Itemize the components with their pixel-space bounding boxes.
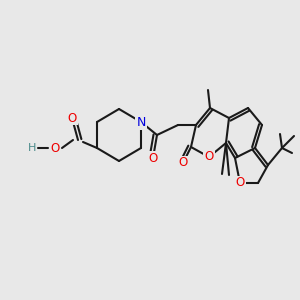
Text: O: O: [50, 142, 60, 154]
Text: O: O: [236, 176, 244, 190]
Text: O: O: [68, 112, 76, 124]
Text: O: O: [148, 152, 158, 164]
Text: O: O: [204, 151, 214, 164]
Text: N: N: [136, 116, 146, 128]
Text: H: H: [28, 143, 36, 153]
Text: O: O: [178, 157, 188, 169]
